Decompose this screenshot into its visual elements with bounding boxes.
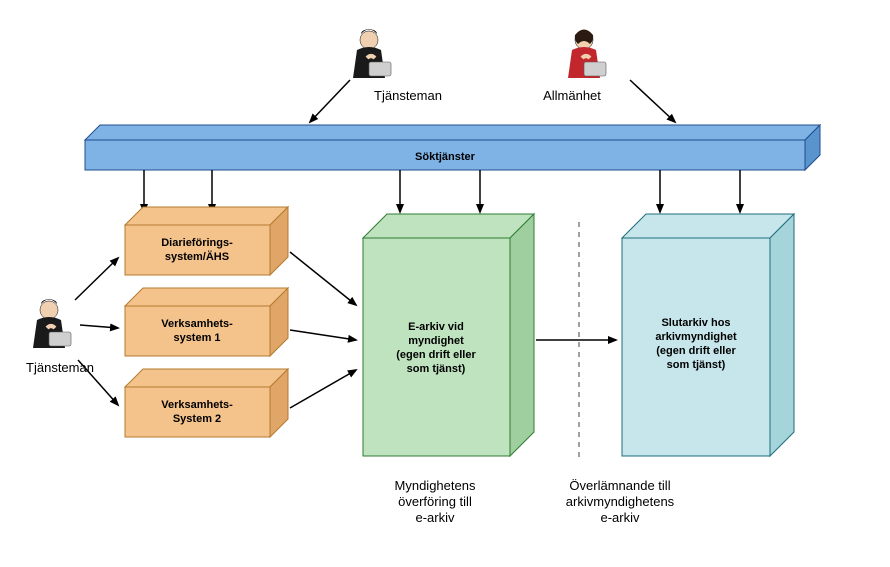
svg-text:Diarieförings-: Diarieförings- [161,237,233,249]
svg-text:(egen drift eller: (egen drift eller [656,345,736,357]
caption-right: Överlämnande till arkivmyndighetens e-ar… [566,478,675,525]
arrow-tjansteman-to-search [310,80,350,122]
svg-text:arkivmyndighetens: arkivmyndighetens [566,494,675,509]
caption-left: Myndighetens överföring till e-arkiv [395,478,476,525]
svg-text:överföring till: överföring till [398,494,472,509]
arrow-allmanhet-to-search [630,80,675,122]
actor-allmanhet-label: Allmänhet [543,88,601,103]
svg-text:Verksamhets-: Verksamhets- [161,318,233,330]
svg-text:System 2: System 2 [173,413,221,425]
actor-tjansteman-top [353,29,391,78]
svg-text:myndighet: myndighet [408,335,464,347]
orange-box-0: Diarieförings- system/ÄHS [125,207,288,275]
svg-text:Myndighetens: Myndighetens [395,478,476,493]
search-services-bar: Söktjänster [85,125,820,170]
svg-text:system 1: system 1 [173,332,220,344]
green-earkiv-box: E-arkiv vid myndighet (egen drift eller … [363,214,534,456]
svg-text:E-arkiv vid: E-arkiv vid [408,321,464,333]
search-services-label: Söktjänster [415,151,476,163]
svg-text:som tjänst): som tjänst) [407,363,466,375]
svg-text:e-arkiv: e-arkiv [600,510,640,525]
orange-systems: Diarieförings- system/ÄHS Verksamhets- s… [125,207,288,437]
diagram: Tjänsteman Allmänhet Söktjänster [0,0,890,567]
svg-text:som tjänst): som tjänst) [667,359,726,371]
search-arrows-down [144,170,740,212]
orange-to-green-arrows [290,252,356,408]
actor-to-orange-arrows [75,258,118,405]
svg-text:Slutarkiv hos: Slutarkiv hos [661,317,730,329]
svg-text:(egen drift eller: (egen drift eller [396,349,476,361]
orange-box-1: Verksamhets- system 1 [125,288,288,356]
svg-text:Överlämnande till: Överlämnande till [569,478,670,493]
orange-box-2: Verksamhets- System 2 [125,369,288,437]
cyan-slutarkiv-box: Slutarkiv hos arkivmyndighet (egen drift… [622,214,794,456]
svg-text:Verksamhets-: Verksamhets- [161,399,233,411]
svg-text:e-arkiv: e-arkiv [415,510,455,525]
actor-allmanhet [568,30,606,79]
svg-text:arkivmyndighet: arkivmyndighet [655,331,737,343]
svg-text:system/ÄHS: system/ÄHS [165,250,229,263]
actor-tjansteman-top-label: Tjänsteman [374,88,442,103]
actor-tjansteman-left [33,299,71,348]
